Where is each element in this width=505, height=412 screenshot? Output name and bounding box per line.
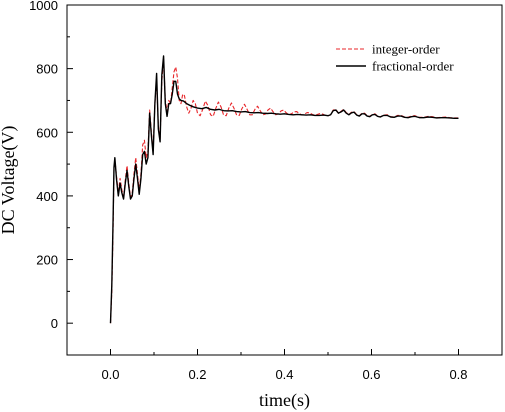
x-axis: 0.0 0.2 0.4 0.6 0.8	[101, 349, 468, 382]
x-tick-label: 0.8	[449, 367, 467, 382]
legend-label-fractional-order: fractional-order	[372, 59, 454, 74]
x-axis-title: time(s)	[259, 390, 310, 411]
x-tick-label: 0.0	[101, 367, 119, 382]
legend: integer-order fractional-order	[336, 42, 454, 74]
y-tick-label: 0	[51, 316, 58, 331]
y-tick-label: 1000	[29, 0, 58, 13]
series-layer	[109, 55, 459, 324]
x-tick-label: 0.4	[275, 367, 293, 382]
y-tick-label: 400	[36, 189, 58, 204]
y-tick-label: 200	[36, 253, 58, 268]
y-axis: 0 200 400 600 800 1000	[29, 0, 73, 331]
x-tick-label: 0.2	[188, 367, 206, 382]
y-tick-label: 600	[36, 125, 58, 140]
series-line-fractional-order	[109, 55, 459, 324]
y-tick-label: 800	[36, 62, 58, 77]
x-tick-label: 0.6	[362, 367, 380, 382]
plot-frame	[66, 4, 503, 356]
series-line-integer-order	[109, 58, 459, 324]
y-axis-title: DC Voltage(V)	[0, 126, 19, 235]
legend-label-integer-order: integer-order	[372, 42, 440, 57]
